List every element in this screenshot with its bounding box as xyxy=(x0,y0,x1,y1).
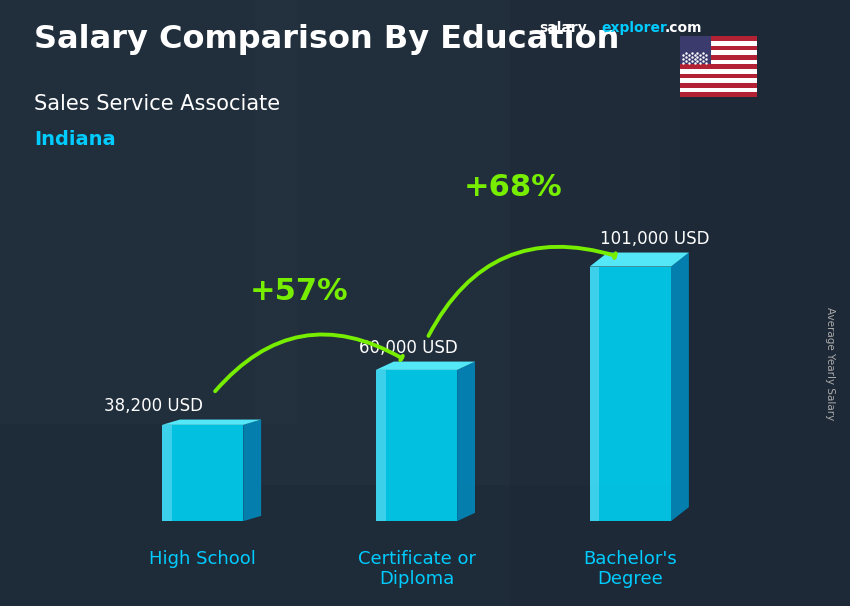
Text: 38,200 USD: 38,200 USD xyxy=(105,397,203,415)
Text: 101,000 USD: 101,000 USD xyxy=(600,230,710,248)
Bar xyxy=(590,267,599,521)
Bar xyxy=(510,0,850,606)
Text: High School: High School xyxy=(150,550,256,568)
Text: 60,000 USD: 60,000 USD xyxy=(359,339,458,357)
Bar xyxy=(590,267,671,521)
Bar xyxy=(680,45,756,50)
Bar xyxy=(0,0,298,424)
Bar xyxy=(680,88,756,92)
Bar xyxy=(680,36,711,64)
Bar xyxy=(680,64,756,69)
Bar xyxy=(376,370,386,521)
Bar xyxy=(162,425,243,521)
Bar xyxy=(376,370,457,521)
Bar xyxy=(680,59,756,64)
Text: +68%: +68% xyxy=(463,173,562,202)
Bar xyxy=(680,50,756,55)
Text: +57%: +57% xyxy=(250,276,348,305)
Text: .com: .com xyxy=(665,21,702,35)
Polygon shape xyxy=(162,419,261,425)
Text: Sales Service Associate: Sales Service Associate xyxy=(34,94,280,114)
Bar xyxy=(680,92,756,97)
Text: Average Yearly Salary: Average Yearly Salary xyxy=(824,307,835,420)
Polygon shape xyxy=(243,419,261,521)
Text: Indiana: Indiana xyxy=(34,130,116,149)
Bar xyxy=(680,78,756,83)
Polygon shape xyxy=(671,253,688,521)
Text: explorer: explorer xyxy=(601,21,666,35)
Bar xyxy=(680,74,756,78)
Text: salary: salary xyxy=(540,21,587,35)
Bar xyxy=(680,83,756,88)
Bar xyxy=(255,0,680,485)
Text: Certificate or
Diploma: Certificate or Diploma xyxy=(358,550,475,588)
Polygon shape xyxy=(457,362,475,521)
Bar xyxy=(162,425,172,521)
Bar xyxy=(680,55,756,59)
Bar xyxy=(680,41,756,45)
Polygon shape xyxy=(590,253,689,267)
Text: Bachelor's
Degree: Bachelor's Degree xyxy=(583,550,677,588)
Bar xyxy=(680,36,756,41)
Polygon shape xyxy=(376,362,475,370)
Text: Salary Comparison By Education: Salary Comparison By Education xyxy=(34,24,620,55)
Bar xyxy=(680,69,756,74)
